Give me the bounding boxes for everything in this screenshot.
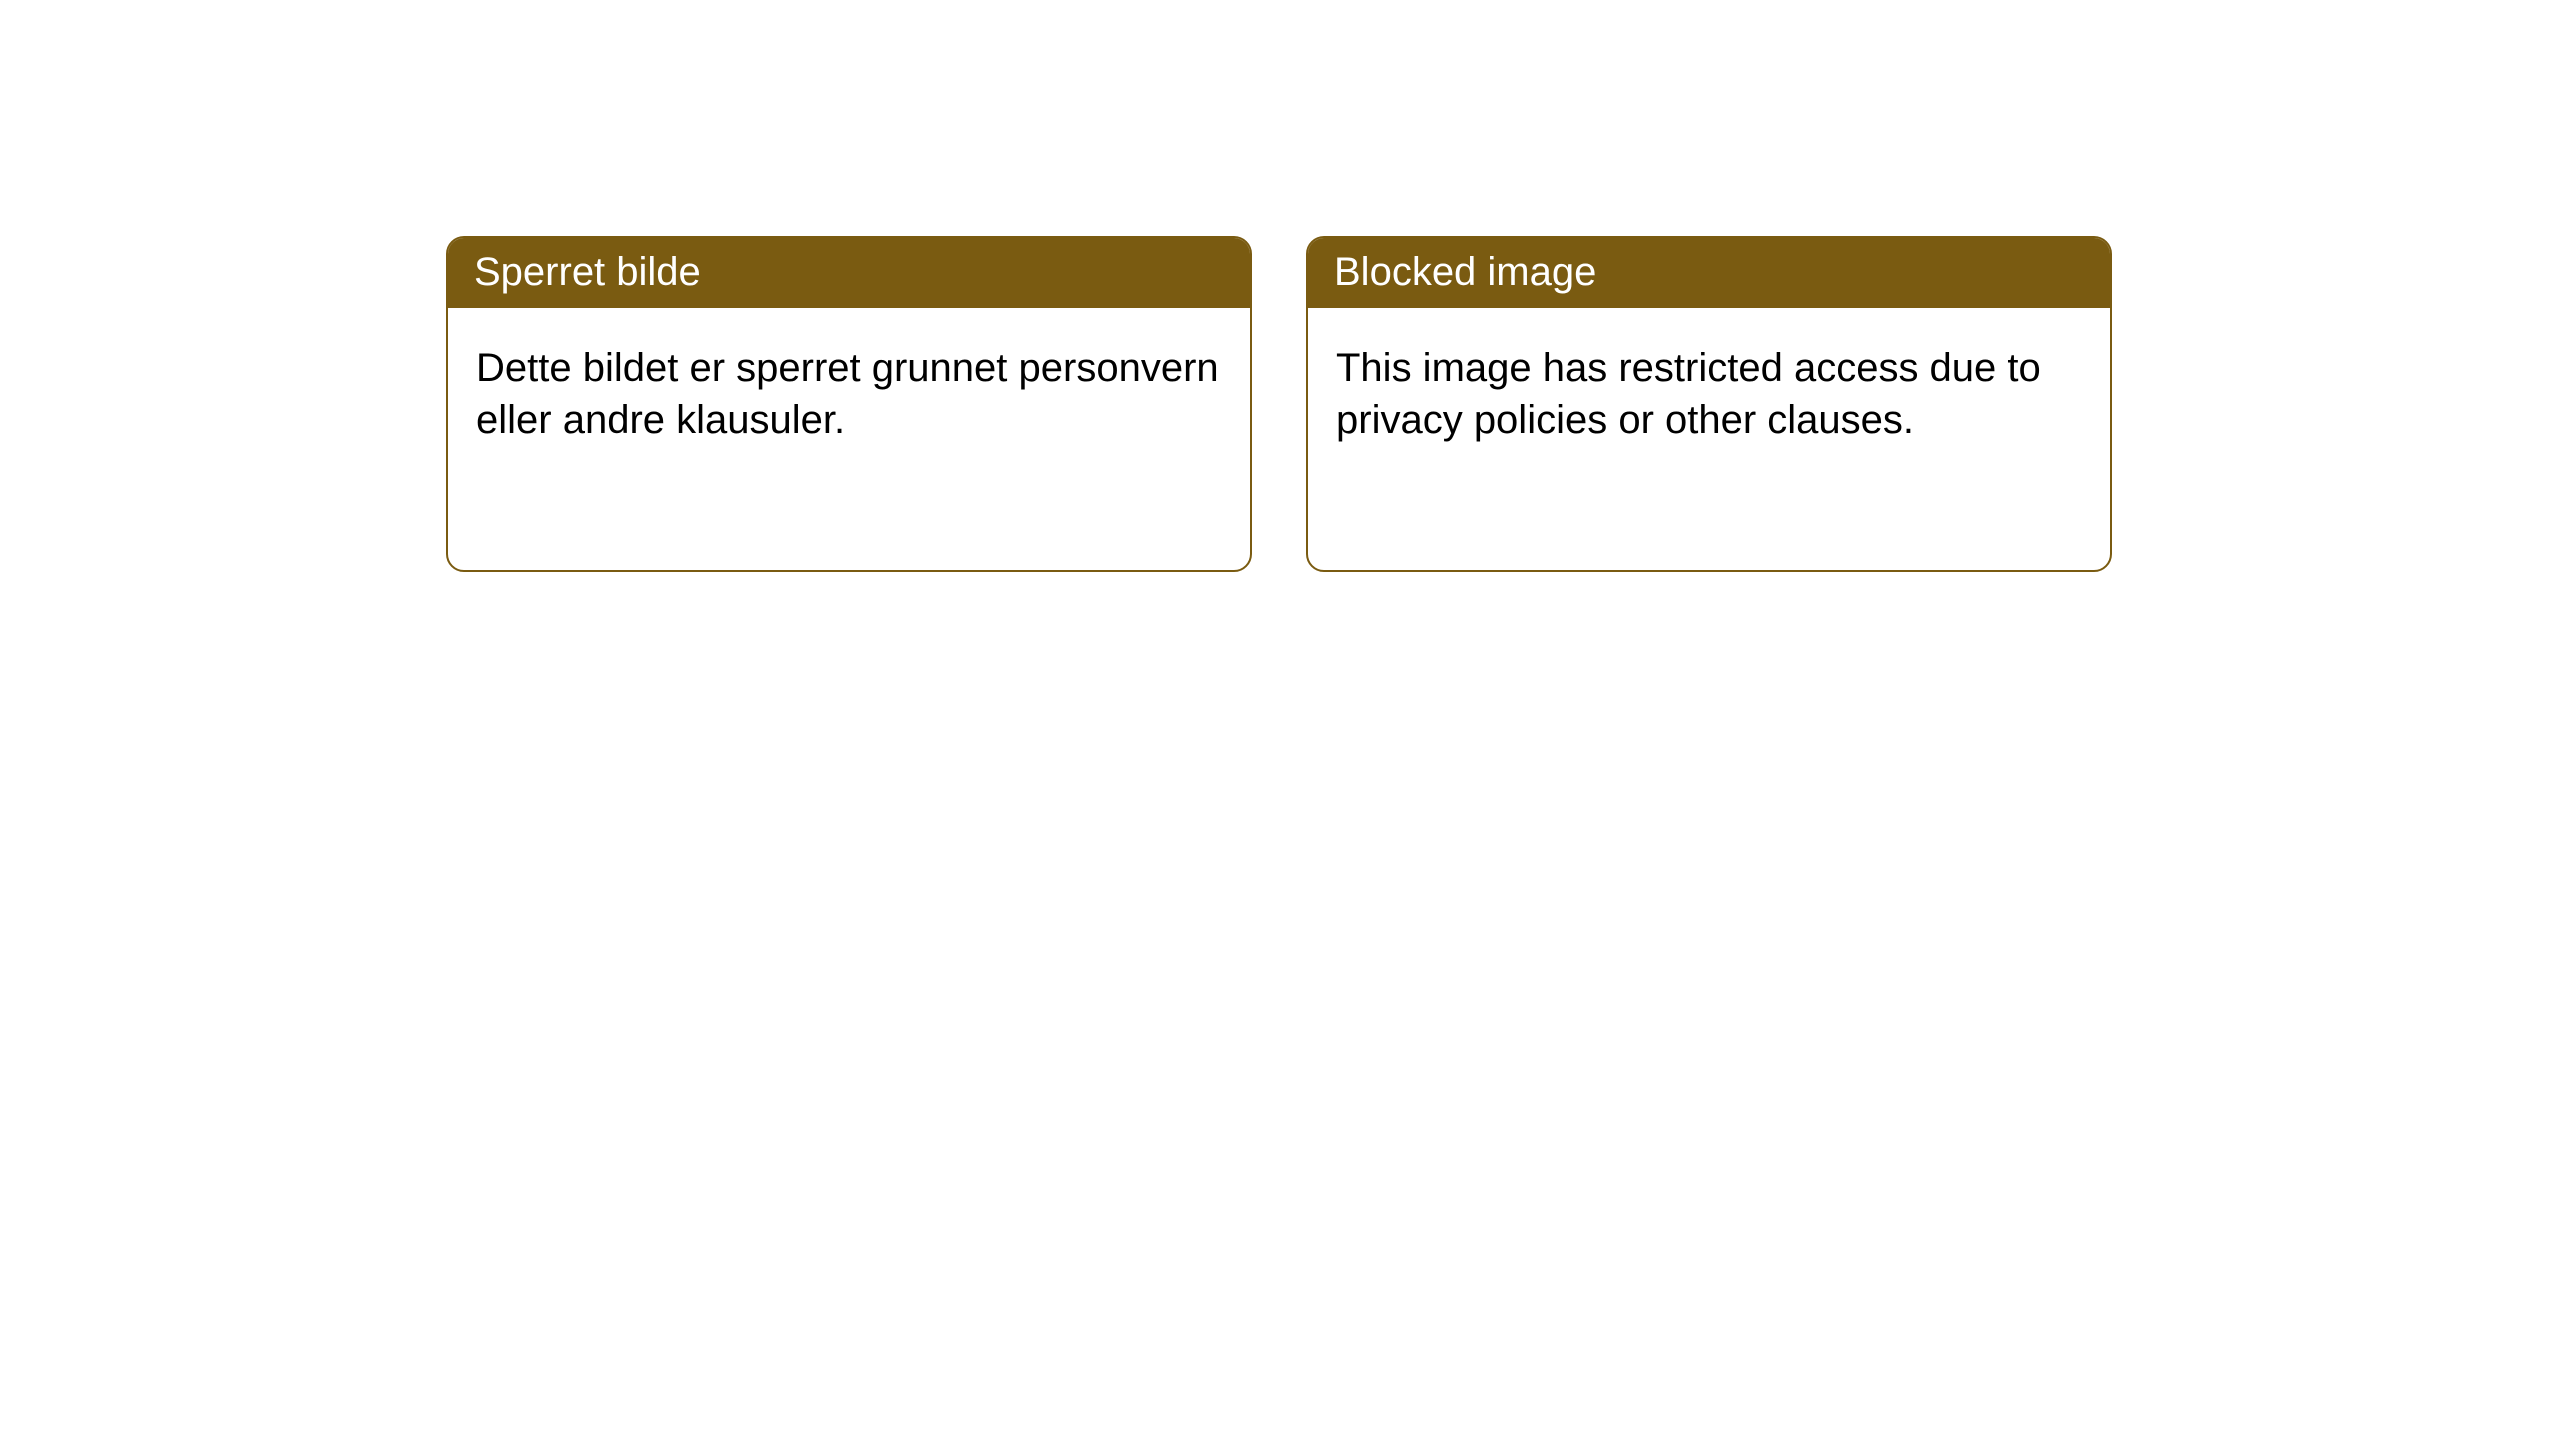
card-body-text: This image has restricted access due to … — [1336, 346, 2041, 442]
blocked-image-card-norwegian: Sperret bilde Dette bildet er sperret gr… — [446, 236, 1252, 572]
card-header: Sperret bilde — [448, 238, 1250, 308]
blocked-image-card-english: Blocked image This image has restricted … — [1306, 236, 2112, 572]
card-header: Blocked image — [1308, 238, 2110, 308]
card-body-text: Dette bildet er sperret grunnet personve… — [476, 346, 1219, 442]
card-body: Dette bildet er sperret grunnet personve… — [448, 308, 1250, 480]
card-title: Sperret bilde — [474, 250, 701, 294]
card-title: Blocked image — [1334, 250, 1596, 294]
card-body: This image has restricted access due to … — [1308, 308, 2110, 480]
notice-container: Sperret bilde Dette bildet er sperret gr… — [0, 0, 2560, 572]
